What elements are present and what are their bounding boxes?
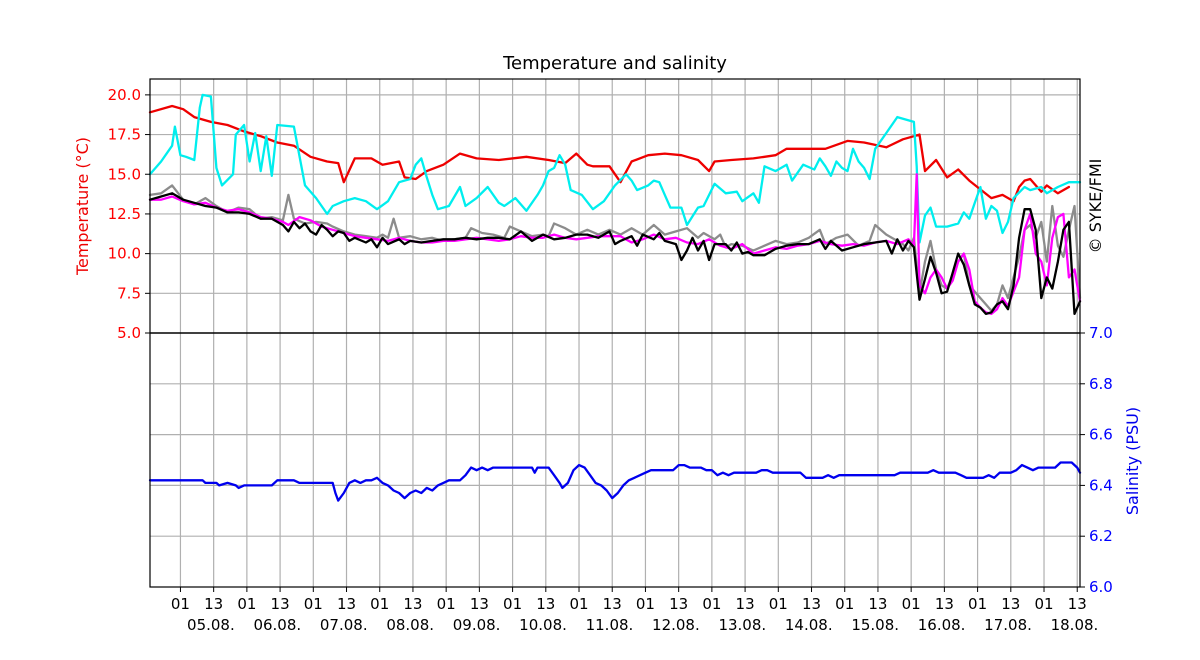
- x-hour-tick-label: 13: [935, 595, 954, 613]
- x-hour-tick-label: 13: [403, 595, 422, 613]
- x-hour-tick-label: 13: [271, 595, 290, 613]
- x-hour-tick-label: 13: [736, 595, 755, 613]
- x-hour-tick-label: 13: [470, 595, 489, 613]
- x-date-label: 06.08.: [253, 616, 301, 634]
- x-hour-tick-label: 01: [370, 595, 389, 613]
- axes-layer: [149, 78, 1081, 588]
- salinity-tick-label: 6.4: [1089, 476, 1113, 494]
- x-date-label: 16.08.: [918, 616, 966, 634]
- x-hour-tick-label: 01: [569, 595, 588, 613]
- x-hour-tick-label: 13: [204, 595, 223, 613]
- x-date-label: 10.08.: [519, 616, 567, 634]
- x-hour-tick-label: 01: [1034, 595, 1053, 613]
- x-hour-tick-label: 13: [802, 595, 821, 613]
- x-hour-tick-label: 01: [437, 595, 456, 613]
- x-date-label: 14.08.: [785, 616, 833, 634]
- copyright-label: © SYKE/FMI: [1086, 159, 1105, 254]
- x-hour-tick-label: 13: [669, 595, 688, 613]
- x-hour-tick-label: 01: [835, 595, 854, 613]
- tick-label-layer: 01 13 01 13 01 13 01 13 01 13 01 13 01 13 01 13 01 13 01 13…: [108, 86, 1113, 634]
- x-hour-tick-label: 13: [1001, 595, 1020, 613]
- temperature-series-black: [148, 192, 1082, 316]
- salinity-series-line: [148, 461, 1082, 502]
- x-hour-tick-label: 01: [503, 595, 522, 613]
- temperature-tick-label: 17.5: [108, 126, 141, 144]
- x-date-label: 13.08.: [718, 616, 766, 634]
- salinity-series-layer: [148, 461, 1082, 502]
- salinity-tick-label: 6.6: [1089, 426, 1113, 444]
- salinity-tick-label: 6.8: [1089, 375, 1113, 393]
- x-hour-tick-label: 01: [171, 595, 190, 613]
- x-hour-tick-label: 13: [1068, 595, 1087, 613]
- x-date-label: 18.08.: [1051, 616, 1099, 634]
- x-date-label: 15.08.: [851, 616, 899, 634]
- x-date-label: 07.08.: [320, 616, 368, 634]
- x-hour-tick-label: 01: [304, 595, 323, 613]
- x-hour-tick-label: 01: [769, 595, 788, 613]
- x-hour-tick-label: 01: [237, 595, 256, 613]
- salinity-tick-label: 7.0: [1089, 324, 1113, 342]
- temperature-tick-label: 15.0: [108, 165, 141, 183]
- x-hour-tick-label: 13: [603, 595, 622, 613]
- x-hour-tick-label: 13: [868, 595, 887, 613]
- temperature-tick-label: 12.5: [108, 205, 141, 223]
- temperature-tick-label: 5.0: [117, 324, 141, 342]
- temperature-series-cyan: [148, 93, 1082, 244]
- x-date-label: 08.08.: [386, 616, 434, 634]
- x-hour-tick-label: 01: [968, 595, 987, 613]
- x-date-label: 05.08.: [187, 616, 235, 634]
- x-hour-tick-label: 01: [702, 595, 721, 613]
- x-date-label: 17.08.: [984, 616, 1032, 634]
- chart-title: Temperature and salinity: [502, 53, 727, 74]
- x-date-label: 11.08.: [586, 616, 634, 634]
- temperature-tick-label: 7.5: [117, 284, 141, 302]
- salinity-axis-label: Salinity (PSU): [1123, 407, 1142, 515]
- temperature-series-red: [148, 104, 1071, 203]
- x-date-label: 12.08.: [652, 616, 700, 634]
- temperature-axis-label: Temperature (°C): [73, 137, 92, 276]
- x-hour-tick-label: 13: [337, 595, 356, 613]
- salinity-tick-label: 6.2: [1089, 527, 1113, 545]
- temperature-tick-label: 20.0: [108, 86, 141, 104]
- temperature-tick-label: 10.0: [108, 245, 141, 263]
- x-date-label: 09.08.: [453, 616, 501, 634]
- salinity-tick-label: 6.0: [1089, 578, 1113, 596]
- x-hour-tick-label: 01: [902, 595, 921, 613]
- temperature-series-layer: [148, 93, 1082, 316]
- x-hour-tick-label: 13: [536, 595, 555, 613]
- x-hour-tick-label: 01: [636, 595, 655, 613]
